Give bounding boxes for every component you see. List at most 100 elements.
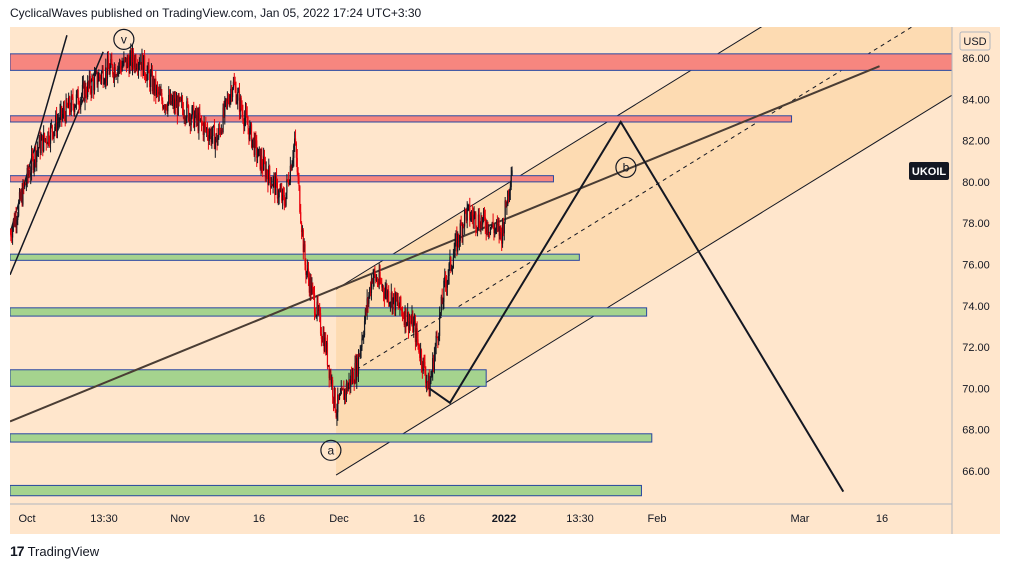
candle — [419, 344, 421, 362]
candle-body — [504, 200, 506, 222]
candle — [326, 334, 329, 370]
candle — [152, 75, 154, 95]
candle — [307, 261, 310, 287]
candle — [384, 282, 386, 300]
candle — [145, 74, 147, 82]
candle-body — [91, 78, 93, 94]
candle — [255, 131, 257, 149]
candle-body — [164, 104, 166, 109]
candle — [477, 208, 480, 230]
candle-body — [344, 389, 347, 396]
candle-body — [222, 107, 224, 133]
candle-body — [212, 126, 215, 128]
candle-body — [154, 78, 156, 93]
candle-body — [235, 87, 237, 104]
candle-body — [55, 115, 58, 132]
candle-body — [383, 293, 385, 298]
candle-body — [352, 371, 354, 384]
channel-lower-line — [335, 94, 953, 476]
x-tick-label: 2022 — [492, 513, 516, 525]
candle — [432, 354, 435, 373]
candle — [32, 153, 34, 174]
candle — [396, 292, 398, 307]
candle — [439, 312, 442, 319]
candle-body — [364, 309, 367, 322]
candle — [465, 208, 467, 224]
candle — [231, 87, 234, 102]
candle — [239, 94, 241, 119]
candle-body — [102, 69, 104, 84]
candle — [110, 53, 112, 69]
candle-body — [351, 375, 353, 382]
candle-body — [112, 74, 115, 79]
candle-body — [268, 166, 270, 185]
channel-upper-line — [335, 0, 806, 290]
candle — [407, 311, 410, 339]
candle-body — [464, 209, 466, 227]
candle — [105, 58, 107, 90]
candle-body — [374, 270, 376, 275]
candle — [486, 219, 488, 236]
candle — [167, 101, 169, 117]
candle — [293, 143, 295, 167]
candle-body — [509, 187, 511, 191]
candle-body — [258, 148, 260, 150]
candle-body — [16, 220, 18, 225]
candle — [338, 393, 341, 401]
candle-body — [137, 68, 139, 70]
candle — [256, 134, 258, 167]
chart-frame[interactable]: v a b 86.00 84.00 82.00 80.00 78.00 76.00 74.00 7… — [9, 0, 1000, 534]
candle-body — [166, 109, 168, 112]
candle — [84, 80, 86, 111]
x-tick-label: 13:30 — [90, 513, 118, 525]
candle — [406, 321, 408, 327]
candle — [153, 75, 155, 102]
candle — [436, 330, 438, 339]
candle-body — [380, 282, 382, 283]
candle-body — [465, 209, 467, 221]
candle-body — [300, 212, 302, 224]
candle-body — [254, 136, 256, 155]
candle — [381, 278, 383, 291]
symbol-badge[interactable]: UKOIL — [909, 162, 949, 180]
candle — [162, 97, 164, 111]
candle-body — [120, 66, 122, 71]
candle — [142, 53, 144, 79]
candle — [112, 72, 115, 83]
candle-body — [460, 223, 462, 226]
candle-body — [402, 316, 404, 318]
price-chart[interactable]: v a b 86.00 84.00 82.00 80.00 78.00 76.00 74.00 7… — [9, 0, 1000, 534]
candle — [349, 379, 351, 395]
candle — [147, 62, 149, 81]
candle-body — [319, 313, 322, 334]
candle — [427, 372, 429, 390]
candle — [421, 361, 423, 379]
candle — [47, 131, 49, 148]
candle-body — [397, 300, 399, 307]
candle-body — [194, 109, 197, 117]
candle-body — [189, 115, 191, 126]
candle-body — [351, 371, 354, 382]
candle-body — [18, 202, 20, 216]
candle-body — [467, 204, 469, 208]
candle — [188, 112, 191, 127]
y-tick-label: 82.00 — [962, 136, 990, 148]
candle-body — [481, 218, 483, 225]
candle-body — [36, 151, 38, 163]
candle — [460, 215, 462, 226]
candle-body — [407, 312, 409, 323]
currency-badge[interactable]: USD — [959, 31, 991, 51]
candle-body — [440, 296, 442, 313]
candle-body — [61, 106, 63, 118]
candle — [173, 91, 175, 114]
candle — [277, 189, 279, 206]
candle — [320, 326, 323, 347]
candle-body — [85, 85, 87, 96]
candle — [275, 172, 277, 196]
candle — [344, 388, 346, 405]
y-tick-label: 84.00 — [962, 94, 990, 106]
candle — [60, 100, 62, 120]
x-tick-label: Mar — [791, 513, 810, 525]
candle — [106, 51, 109, 86]
candle-body — [495, 228, 497, 230]
